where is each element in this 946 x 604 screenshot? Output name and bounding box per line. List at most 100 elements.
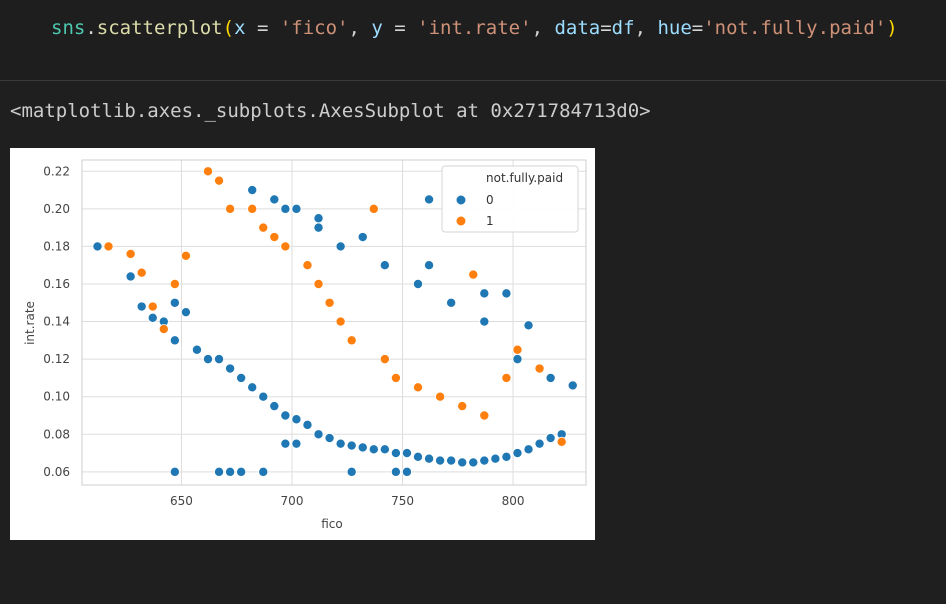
scatter-point-series-0 <box>390 448 401 459</box>
scatter-point-series-0 <box>512 354 523 365</box>
scatter-point-series-1 <box>225 203 236 214</box>
legend-label-1: 1 <box>486 214 494 228</box>
scatter-point-series-0 <box>523 444 534 455</box>
points-layer <box>92 166 578 477</box>
code-dot: . <box>85 17 97 39</box>
scatter-point-series-1 <box>512 344 523 355</box>
scatter-point-series-0 <box>280 438 291 449</box>
code-arg-data-val: df <box>611 17 635 39</box>
y-tick-label: 0.06 <box>43 465 70 479</box>
scatter-point-series-0 <box>424 260 435 271</box>
scatter-point-series-0 <box>468 457 479 468</box>
code-arg-data-name: data <box>554 17 601 39</box>
x-axis-label: fico <box>321 517 343 531</box>
scatter-point-series-1 <box>479 410 490 421</box>
scatter-point-series-0 <box>479 316 490 327</box>
scatter-point-series-0 <box>501 451 512 462</box>
scatter-point-series-0 <box>169 466 180 477</box>
scatter-point-series-0 <box>291 438 302 449</box>
legend-title: not.fully.paid <box>486 171 563 185</box>
code-eq: = <box>600 17 612 39</box>
code-sep: , <box>531 17 555 39</box>
legend-marker-0 <box>455 194 467 206</box>
scatter-point-series-1 <box>468 269 479 280</box>
scatter-point-series-1 <box>335 316 346 327</box>
scatter-point-series-1 <box>125 248 136 259</box>
scatter-point-series-0 <box>379 444 390 455</box>
cell-output: <matplotlib.axes._subplots.AxesSubplot a… <box>0 81 946 604</box>
scatter-point-series-0 <box>169 335 180 346</box>
x-tick-label: 650 <box>170 494 193 508</box>
scatter-point-series-0 <box>512 448 523 459</box>
scatter-point-series-0 <box>479 455 490 466</box>
y-tick-label: 0.16 <box>43 277 70 291</box>
scatter-point-series-0 <box>147 312 158 323</box>
scatter-point-series-0 <box>390 466 401 477</box>
scatter-point-series-0 <box>346 440 357 451</box>
scatter-point-series-1 <box>258 222 269 233</box>
code-eq: = <box>691 17 704 39</box>
scatter-point-series-0 <box>169 297 180 308</box>
scatter-point-series-0 <box>291 203 302 214</box>
scatter-point-series-1 <box>136 267 147 278</box>
plot-area-frame <box>81 159 587 486</box>
scatter-plot-svg: 650 700 750 800 0.06 0.08 0.10 0.12 0.14 0.16 0.18… <box>23 159 587 531</box>
legend-marker-1 <box>455 215 467 227</box>
scatter-point-series-1 <box>324 297 335 308</box>
y-tick-label: 0.10 <box>43 390 70 404</box>
code-cell-input[interactable]: sns.scatterplot(x = 'fico', y = 'int.rat… <box>0 0 946 80</box>
x-tick-label: 700 <box>281 494 304 508</box>
scatter-point-series-1 <box>247 203 258 214</box>
scatter-point-series-0 <box>401 466 412 477</box>
scatter-point-series-0 <box>313 213 324 224</box>
scatter-point-series-0 <box>214 466 225 477</box>
code-sep: , <box>348 17 372 39</box>
scatter-point-series-0 <box>357 442 368 453</box>
scatter-point-series-1 <box>169 278 180 289</box>
scatter-point-series-1 <box>346 335 357 346</box>
scatter-point-series-0 <box>346 466 357 477</box>
scatter-point-series-1 <box>269 232 280 243</box>
scatter-point-series-1 <box>147 301 158 312</box>
code-line[interactable]: sns.scatterplot(x = 'fico', y = 'int.rat… <box>51 16 898 40</box>
scatter-point-series-1 <box>379 354 390 365</box>
output-repr-text: <matplotlib.axes._subplots.AxesSubplot a… <box>10 100 651 122</box>
scatter-point-series-0 <box>357 232 368 243</box>
x-tick-label: 750 <box>391 494 414 508</box>
scatter-point-series-0 <box>258 391 269 402</box>
scatter-point-series-0 <box>446 455 457 466</box>
y-tick-label: 0.08 <box>43 427 70 441</box>
scatter-point-series-1 <box>214 175 225 186</box>
code-arg-hue-name: hue <box>657 17 692 39</box>
scatter-point-series-0 <box>412 451 423 462</box>
scatter-point-series-0 <box>280 410 291 421</box>
scatter-point-series-0 <box>523 320 534 331</box>
scatter-point-series-0 <box>545 433 556 444</box>
scatter-point-series-0 <box>302 419 313 430</box>
scatter-point-series-1 <box>501 372 512 383</box>
scatter-point-series-0 <box>457 457 468 468</box>
legend-box <box>441 165 579 233</box>
scatter-point-series-0 <box>202 354 213 365</box>
scatter-plot-figure[interactable]: 650 700 750 800 0.06 0.08 0.10 0.12 0.14 0.16 0.18… <box>10 148 595 540</box>
scatter-point-series-0 <box>313 429 324 440</box>
code-sep: , <box>634 17 658 39</box>
scatter-point-series-0 <box>379 260 390 271</box>
scatter-point-series-1 <box>390 372 401 383</box>
code-eq: = <box>382 17 418 39</box>
scatter-point-series-0 <box>424 194 435 205</box>
scatter-point-series-0 <box>545 372 556 383</box>
cell-separator <box>0 80 946 81</box>
scatter-point-series-0 <box>401 448 412 459</box>
scatter-point-series-0 <box>368 444 379 455</box>
scatter-point-series-0 <box>247 382 258 393</box>
scatter-point-series-0 <box>225 466 236 477</box>
scatter-point-series-0 <box>180 307 191 318</box>
scatter-point-series-0 <box>236 466 247 477</box>
scatter-point-series-1 <box>280 241 291 252</box>
scatter-point-series-0 <box>335 241 346 252</box>
scatter-point-series-1 <box>180 250 191 261</box>
scatter-point-series-0 <box>446 297 457 308</box>
scatter-point-series-1 <box>158 324 169 335</box>
y-tick-label: 0.22 <box>43 164 70 178</box>
